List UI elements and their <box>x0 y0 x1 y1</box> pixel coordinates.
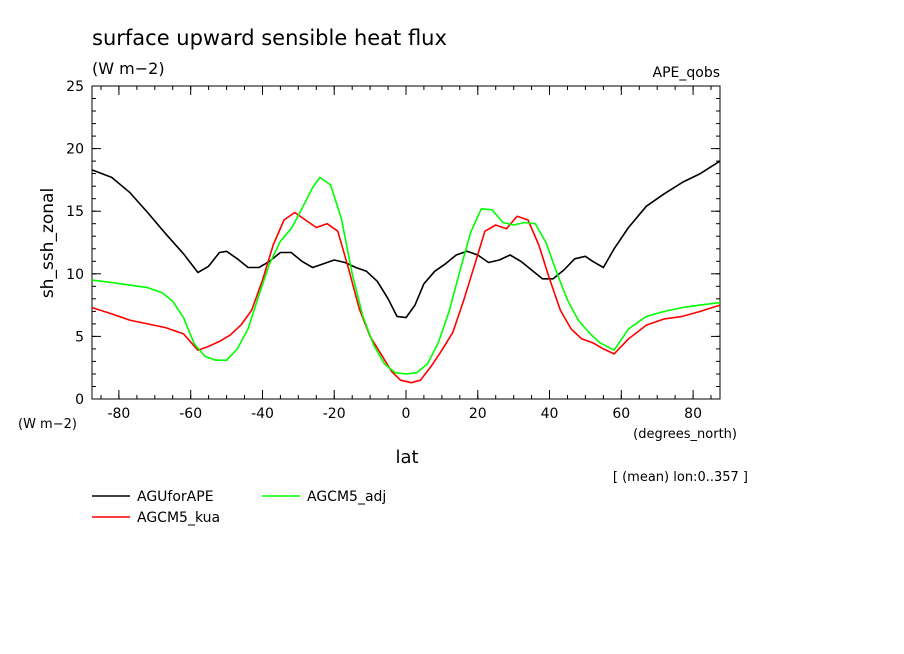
legend-label: AGCM5_kua <box>137 510 220 526</box>
y-axis-units: (W m−2) <box>18 417 77 432</box>
x-tick-label: 20 <box>469 406 487 422</box>
x-axis-units: (degrees_north) <box>633 427 737 442</box>
x-tick-label: 40 <box>541 406 559 422</box>
legend-label: AGCM5_adj <box>307 489 386 505</box>
x-tick-label: 80 <box>684 406 702 422</box>
y-axis-label: sh_ssh_zonal <box>38 188 58 298</box>
chart-title: surface upward sensible heat flux <box>92 26 447 50</box>
y-tick-label: 10 <box>66 267 84 283</box>
series-line-agcm5-adj <box>91 176 721 375</box>
x-tick-label: 0 <box>402 406 411 422</box>
y-tick-label: 15 <box>66 204 84 220</box>
plot-frame <box>91 85 721 400</box>
x-tick-label: -20 <box>323 406 346 422</box>
legend-label: AGUforAPE <box>137 489 214 505</box>
axis-ticks: -80 -60 -40 -20 0 20 40 60 80 0 5 10 15 20 25 <box>66 79 720 422</box>
title-units: (W m−2) <box>92 59 165 78</box>
legend: AGUforAPE AGCM5_kua AGCM5_adj <box>92 489 386 526</box>
x-axis-label: lat <box>395 447 418 468</box>
x-tick-label: -60 <box>179 406 202 422</box>
x-tick-label: -40 <box>251 406 274 422</box>
x-tick-label: -80 <box>107 406 130 422</box>
series-line-agcm5-kua <box>91 211 721 384</box>
y-tick-label: 25 <box>66 79 84 95</box>
averaging-note: [ (mean) lon:0..357 ] <box>613 470 748 485</box>
y-tick-label: 0 <box>75 392 84 408</box>
y-tick-label: 5 <box>75 329 84 345</box>
y-tick-label: 20 <box>66 142 84 158</box>
series-lines <box>91 160 721 384</box>
dataset-label: APE_qobs <box>653 65 721 81</box>
series-line-aguforape <box>91 160 721 319</box>
x-tick-label: 60 <box>612 406 630 422</box>
